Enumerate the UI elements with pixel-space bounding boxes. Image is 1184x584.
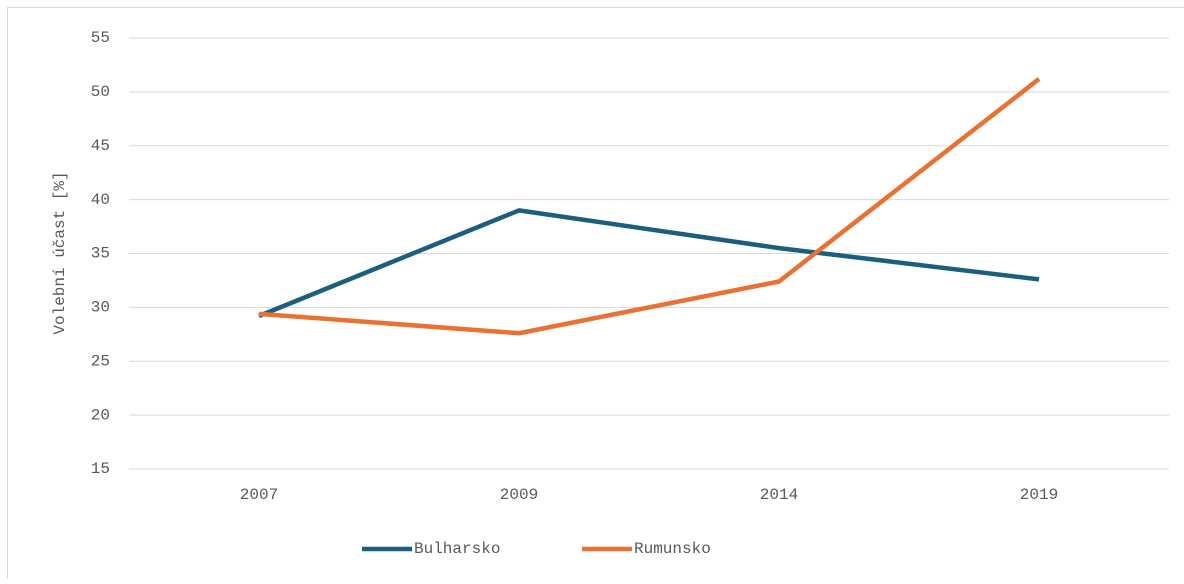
legend-label: Bulharsko [414, 540, 500, 558]
legend-label: Rumunsko [634, 540, 711, 558]
y-tick-label: 35 [91, 245, 110, 263]
chart-border [8, 8, 1184, 580]
y-tick-label: 55 [91, 29, 110, 47]
x-tick-label: 2019 [1020, 486, 1058, 504]
y-tick-label: 15 [91, 460, 110, 478]
y-tick-label: 45 [91, 137, 110, 155]
y-axis-label: Volební účast [%] [51, 171, 69, 334]
x-tick-label: 2007 [240, 486, 278, 504]
y-tick-label: 20 [91, 406, 110, 424]
y-tick-label: 30 [91, 299, 110, 317]
x-tick-label: 2009 [500, 486, 538, 504]
y-tick-label: 25 [91, 352, 110, 370]
y-tick-label: 40 [91, 191, 110, 209]
y-tick-label: 50 [91, 83, 110, 101]
x-tick-label: 2014 [760, 486, 798, 504]
